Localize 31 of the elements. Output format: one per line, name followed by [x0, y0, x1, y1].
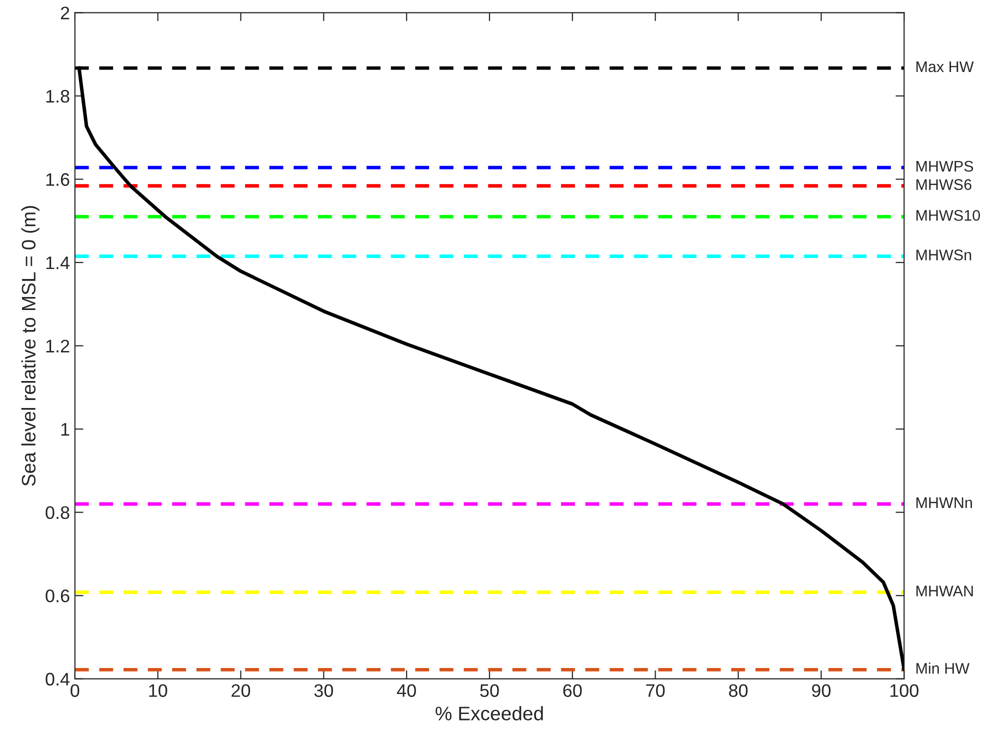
y-tick-label: 1.2 — [46, 340, 70, 352]
y-tick-label: 0.4 — [46, 672, 70, 686]
ref-line-label: MHWPS — [916, 160, 974, 172]
x-tick-label: 60 — [563, 684, 582, 697]
y-tick-label: 1.4 — [46, 256, 70, 270]
ref-line-label: MHWAN — [916, 586, 973, 596]
y-tick-label: 1.8 — [46, 90, 70, 103]
y-tick-label: 1.6 — [46, 173, 70, 186]
line-series — [77, 66, 904, 672]
y-tick-label: 0.6 — [46, 590, 70, 602]
x-tick-label: 30 — [314, 684, 334, 697]
y-tick-label: 2 — [60, 6, 70, 20]
x-tick-label: 90 — [812, 684, 831, 697]
ref-line-label: Max HW — [916, 62, 974, 72]
ref-line-label: MHWSn — [916, 250, 972, 260]
ref-line-label: MHWNn — [916, 497, 972, 508]
x-tick-label: 10 — [149, 684, 168, 697]
x-tick-label: 40 — [396, 684, 416, 697]
x-tick-label: 50 — [480, 684, 499, 697]
y-tick-label: 1 — [61, 423, 70, 436]
x-axis-title: % Exceeded — [436, 706, 543, 720]
ref-line-label: Min HW — [916, 662, 970, 674]
ref-line-label: MHWS6 — [916, 179, 972, 190]
y-tick-label: 0.8 — [46, 506, 70, 520]
x-tick-label: 0 — [70, 684, 80, 697]
ref-line-label: MHWS10 — [916, 210, 980, 221]
x-tick-label: 20 — [232, 684, 250, 697]
x-tick-label: 80 — [729, 684, 748, 697]
y-axis-title: Sea level relative to MSL = 0 (m) — [21, 206, 40, 486]
x-tick-label: 100 — [890, 684, 918, 697]
x-tick-label: 70 — [646, 684, 665, 697]
